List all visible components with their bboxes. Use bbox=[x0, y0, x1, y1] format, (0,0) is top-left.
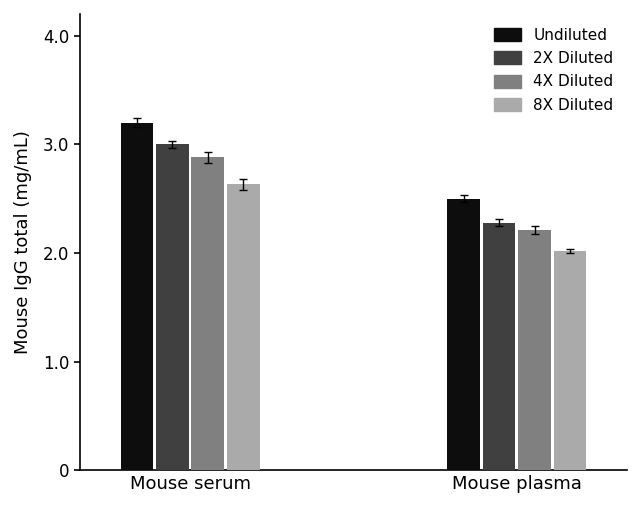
Bar bbox=[192, 157, 224, 470]
Bar bbox=[121, 123, 153, 470]
Bar bbox=[483, 223, 515, 470]
Bar bbox=[156, 144, 188, 470]
Legend: Undiluted, 2X Diluted, 4X Diluted, 8X Diluted: Undiluted, 2X Diluted, 4X Diluted, 8X Di… bbox=[487, 21, 619, 119]
Y-axis label: Mouse IgG total (mg/mL): Mouse IgG total (mg/mL) bbox=[14, 130, 32, 354]
Bar bbox=[227, 185, 260, 470]
Bar bbox=[554, 251, 587, 470]
Bar bbox=[518, 230, 551, 470]
Bar bbox=[447, 199, 480, 470]
